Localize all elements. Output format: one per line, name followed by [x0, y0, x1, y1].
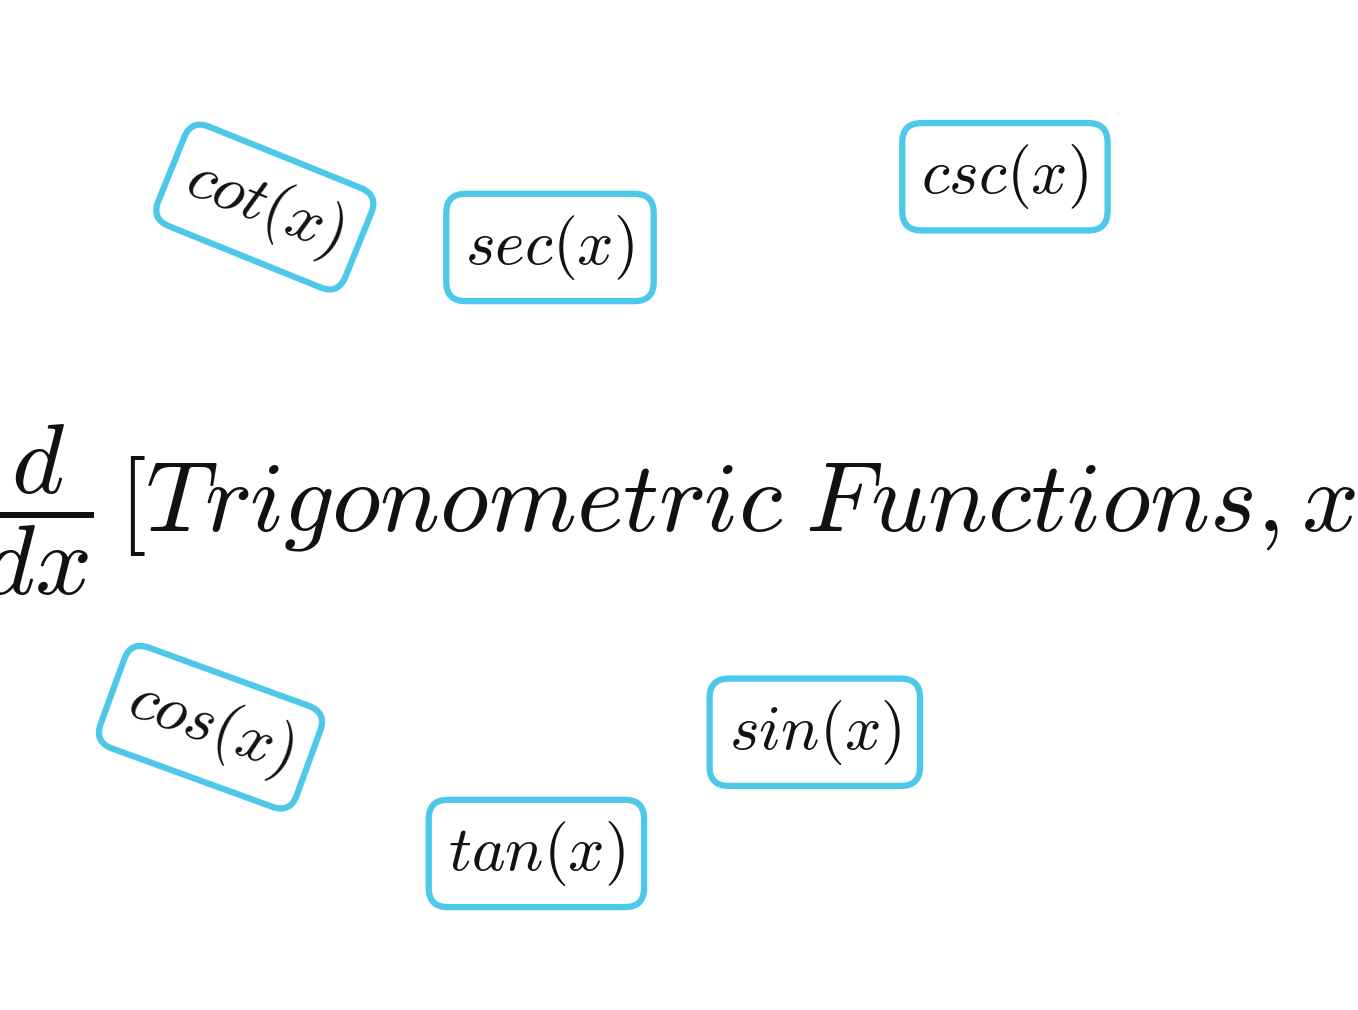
Text: $csc(x)$: $csc(x)$	[922, 142, 1088, 211]
Text: $tan(x)$: $tan(x)$	[448, 819, 625, 888]
Text: $cot(x)$: $cot(x)$	[177, 144, 353, 270]
Text: $sin(x)$: $sin(x)$	[729, 698, 900, 767]
Text: $cos(x)$: $cos(x)$	[118, 666, 303, 789]
Text: $sec(x)$: $sec(x)$	[466, 213, 634, 282]
Text: $\dfrac{d}{dx}\,[Trigonometric\;Functions,x]$: $\dfrac{d}{dx}\,[Trigonometric\;Function…	[0, 422, 1358, 598]
